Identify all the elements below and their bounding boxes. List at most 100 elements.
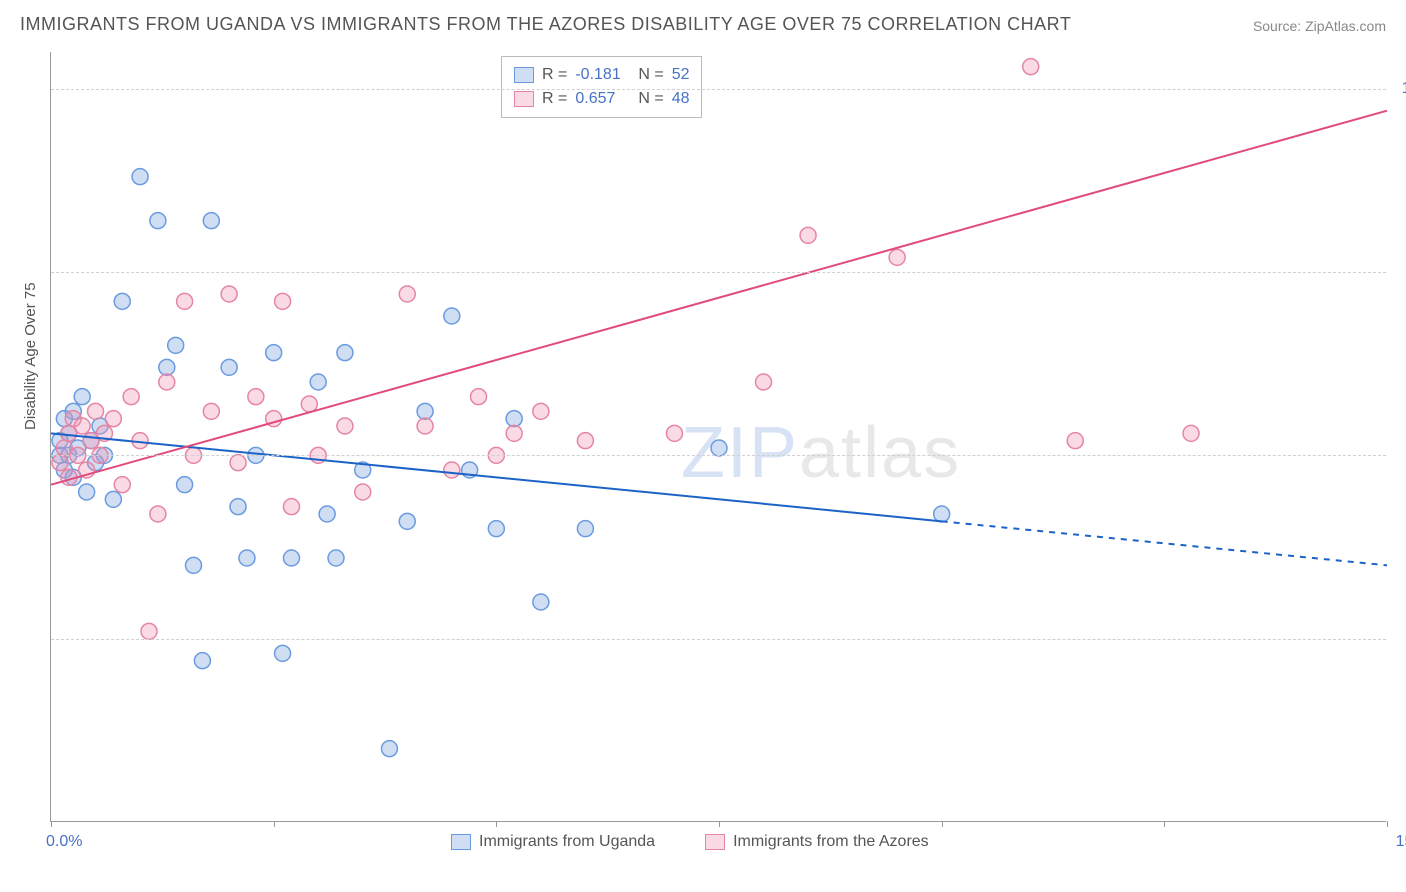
scatter-point — [203, 403, 219, 419]
scatter-point — [337, 345, 353, 361]
series-legend-label: Immigrants from Uganda — [479, 833, 655, 851]
scatter-point — [666, 425, 682, 441]
scatter-point — [283, 550, 299, 566]
scatter-point — [1023, 59, 1039, 75]
n-label: N = — [638, 66, 663, 84]
legend-row: R = -0.181 N = 52 — [514, 63, 689, 87]
x-max-label: 15.0% — [1396, 833, 1406, 851]
x-tick — [51, 821, 52, 827]
n-value: 48 — [672, 90, 690, 108]
scatter-point — [319, 506, 335, 522]
scatter-point — [123, 389, 139, 405]
scatter-point — [141, 623, 157, 639]
x-tick — [719, 821, 720, 827]
scatter-point — [114, 477, 130, 493]
scatter-point — [114, 293, 130, 309]
scatter-point — [159, 359, 175, 375]
legend-swatch — [514, 91, 534, 107]
scatter-point — [444, 462, 460, 478]
scatter-point — [52, 455, 68, 471]
scatter-point — [577, 433, 593, 449]
scatter-point — [79, 484, 95, 500]
scatter-point — [275, 645, 291, 661]
scatter-point — [105, 491, 121, 507]
series-legend-item: Immigrants from the Azores — [705, 833, 929, 851]
scatter-point — [275, 293, 291, 309]
y-axis-label: Disability Age Over 75 — [22, 282, 39, 430]
scatter-point — [74, 389, 90, 405]
r-value: -0.181 — [575, 66, 630, 84]
grid-line — [51, 89, 1386, 90]
scatter-point — [105, 411, 121, 427]
grid-line — [51, 639, 1386, 640]
scatter-point — [488, 521, 504, 537]
x-tick — [496, 821, 497, 827]
scatter-point — [88, 403, 104, 419]
n-value: 52 — [672, 66, 690, 84]
legend-swatch — [705, 834, 725, 850]
scatter-point — [203, 213, 219, 229]
scatter-point — [444, 308, 460, 324]
scatter-point — [399, 513, 415, 529]
x-tick — [274, 821, 275, 827]
scatter-point — [310, 374, 326, 390]
x-tick — [1387, 821, 1388, 827]
r-value: 0.657 — [575, 90, 630, 108]
scatter-point — [577, 521, 593, 537]
scatter-point — [150, 506, 166, 522]
plot-area: ZIPatlas R =-0.181N =52R =0.657N =48 Imm… — [50, 52, 1386, 822]
scatter-point — [283, 499, 299, 515]
scatter-point — [266, 345, 282, 361]
scatter-point — [159, 374, 175, 390]
scatter-point — [230, 499, 246, 515]
scatter-point — [221, 286, 237, 302]
trend-line-ext — [942, 521, 1387, 565]
scatter-point — [230, 455, 246, 471]
scatter-point — [1067, 433, 1083, 449]
series-legend-label: Immigrants from the Azores — [733, 833, 929, 851]
y-tick-label: 75.0% — [1396, 263, 1406, 281]
x-tick — [942, 821, 943, 827]
scatter-point — [221, 359, 237, 375]
scatter-point — [506, 411, 522, 427]
scatter-point — [800, 227, 816, 243]
scatter-point — [328, 550, 344, 566]
series-legend-item: Immigrants from Uganda — [451, 833, 655, 851]
r-label: R = — [542, 90, 567, 108]
scatter-point — [150, 213, 166, 229]
scatter-point — [177, 293, 193, 309]
scatter-point — [177, 477, 193, 493]
correlation-legend: R =-0.181N =52R =0.657N =48 — [501, 56, 702, 118]
plot-svg — [51, 52, 1386, 821]
scatter-point — [381, 741, 397, 757]
scatter-point — [239, 550, 255, 566]
y-tick-label: 100.0% — [1396, 80, 1406, 98]
scatter-point — [471, 389, 487, 405]
scatter-point — [756, 374, 772, 390]
scatter-point — [889, 249, 905, 265]
scatter-point — [533, 594, 549, 610]
legend-swatch — [514, 67, 534, 83]
scatter-point — [417, 403, 433, 419]
scatter-point — [417, 418, 433, 434]
r-label: R = — [542, 66, 567, 84]
legend-row: R =0.657N =48 — [514, 87, 689, 111]
chart-title: IMMIGRANTS FROM UGANDA VS IMMIGRANTS FRO… — [20, 14, 1071, 35]
grid-line — [51, 272, 1386, 273]
y-tick-label: 50.0% — [1396, 446, 1406, 464]
legend-swatch — [451, 834, 471, 850]
scatter-point — [506, 425, 522, 441]
scatter-point — [934, 506, 950, 522]
scatter-point — [186, 557, 202, 573]
scatter-point — [248, 389, 264, 405]
scatter-point — [337, 418, 353, 434]
series-legend: Immigrants from Uganda Immigrants from th… — [451, 833, 929, 851]
scatter-point — [711, 440, 727, 456]
scatter-point — [399, 286, 415, 302]
scatter-point — [132, 169, 148, 185]
y-tick-label: 25.0% — [1396, 630, 1406, 648]
x-min-label: 0.0% — [46, 833, 82, 851]
scatter-point — [194, 653, 210, 669]
source-label: Source: ZipAtlas.com — [1253, 18, 1386, 34]
scatter-point — [533, 403, 549, 419]
